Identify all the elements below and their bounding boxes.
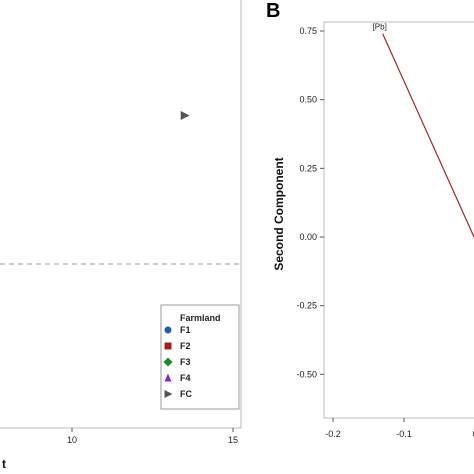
panel-a-x-ticks: 10 15 [67, 428, 238, 445]
y-tick-label: 0.00 [299, 232, 317, 242]
legend-label-f1: F1 [180, 325, 191, 335]
legend-box [160, 304, 240, 410]
data-point-fc [180, 111, 190, 120]
panel-b-y-axis-title: Second Component [272, 157, 286, 270]
x-tick-label: 10 [67, 435, 77, 445]
legend-label-fc: FC [180, 389, 192, 399]
legend-label-f2: F2 [180, 341, 191, 351]
x-tick-label: -0.2 [325, 429, 341, 439]
panel-b-vectors: [Pb] [373, 23, 474, 238]
panel-b: B Second Component 0.75 0.50 0.25 0.00 -0.25… [266, 0, 474, 439]
legend-marker-f1 [164, 326, 172, 334]
x-tick-label: 15 [228, 435, 238, 445]
loading-vector-label: [Pb] [373, 23, 387, 32]
x-tick-label: 0 [472, 429, 474, 439]
loading-vector-line [382, 33, 474, 238]
panel-b-y-ticks: 0.75 0.50 0.25 0.00 -0.25 -0.50 [296, 26, 324, 379]
y-tick-label: 0.25 [299, 163, 317, 173]
y-tick-label: 0.75 [299, 26, 317, 36]
panel-a-points [180, 111, 190, 120]
panel-b-plot-frame [323, 21, 474, 419]
panel-letter: B [266, 0, 280, 22]
y-tick-label: -0.50 [296, 369, 317, 379]
legend-label-f4: F4 [180, 373, 191, 383]
legend-marker-f3 [163, 357, 173, 367]
panel-a-x-axis-title: t [2, 457, 6, 471]
panel-b-x-ticks: -0.2 -0.1 0 [325, 418, 474, 439]
legend-marker-f4 [164, 373, 172, 382]
legend-entries: F1 F2 F3 F4 FC [163, 325, 192, 399]
legend-marker-fc [164, 390, 173, 398]
panel-a-legend: Farmland F1 F2 F3 F4 FC [160, 304, 240, 410]
panel-a: 10 15 t Farmland F1 F2 F3 F4 FC [0, 0, 242, 471]
y-tick-label: -0.25 [296, 301, 317, 311]
x-tick-label: -0.1 [396, 429, 412, 439]
legend-marker-f2 [164, 342, 172, 350]
legend-label-f3: F3 [180, 357, 191, 367]
y-tick-label: 0.50 [299, 95, 317, 105]
legend-title: Farmland [180, 313, 221, 323]
